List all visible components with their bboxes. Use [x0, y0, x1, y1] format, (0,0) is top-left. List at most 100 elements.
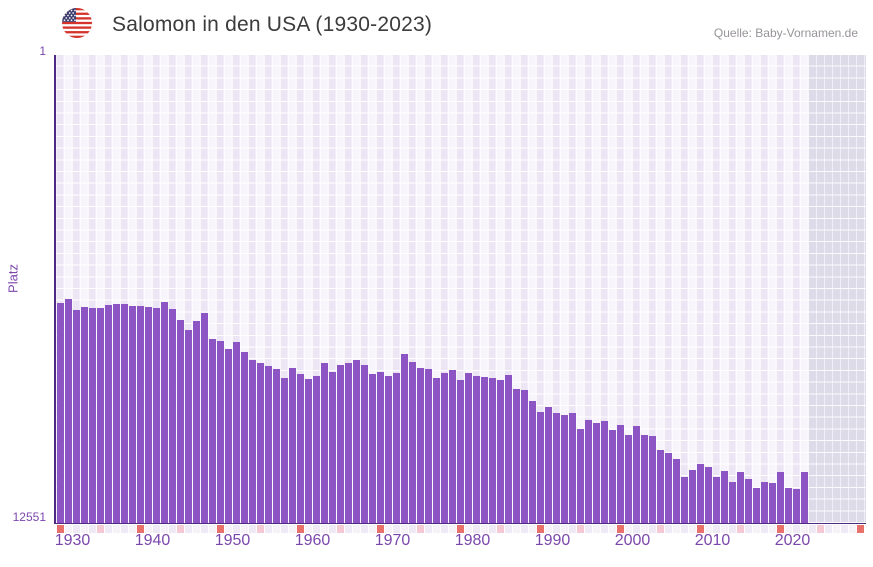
- bar-1934[interactable]: [88, 307, 96, 523]
- bar-1932[interactable]: [72, 310, 80, 523]
- bar-2006[interactable]: [664, 453, 672, 523]
- bar-1984[interactable]: [488, 377, 496, 523]
- bar-2007[interactable]: [672, 459, 680, 523]
- bar-1951[interactable]: [224, 349, 232, 523]
- bar-1969[interactable]: [368, 374, 376, 523]
- bar-1957[interactable]: [272, 369, 280, 523]
- bar-1991[interactable]: [544, 406, 552, 523]
- bar-1937[interactable]: [112, 304, 120, 523]
- bar-1974[interactable]: [408, 361, 416, 523]
- bar-1949[interactable]: [208, 339, 216, 523]
- bar-1952[interactable]: [232, 342, 240, 523]
- bar-1942[interactable]: [152, 307, 160, 523]
- bar-1936[interactable]: [104, 305, 112, 523]
- strip-cell-1977: [432, 524, 440, 533]
- bar-1956[interactable]: [264, 366, 272, 523]
- bar-1983[interactable]: [480, 376, 488, 523]
- bar-1950[interactable]: [216, 341, 224, 523]
- bar-1961[interactable]: [304, 379, 312, 523]
- bar-1979[interactable]: [448, 370, 456, 523]
- bar-2014[interactable]: [728, 482, 736, 523]
- bar-1947[interactable]: [192, 320, 200, 523]
- strip-cell-2014: [728, 524, 736, 533]
- bar-2010[interactable]: [696, 464, 704, 523]
- strip-cell-1931: [64, 524, 72, 533]
- bar-1987[interactable]: [512, 389, 520, 523]
- bar-1945[interactable]: [176, 320, 184, 523]
- bar-1982[interactable]: [472, 376, 480, 523]
- bar-1990[interactable]: [536, 411, 544, 523]
- bar-2011[interactable]: [704, 467, 712, 523]
- bar-1963[interactable]: [320, 363, 328, 523]
- bar-1994[interactable]: [568, 412, 576, 523]
- bar-2005[interactable]: [656, 450, 664, 523]
- bar-2022[interactable]: [792, 489, 800, 523]
- bar-1976[interactable]: [424, 369, 432, 523]
- bar-1953[interactable]: [240, 352, 248, 523]
- bar-1975[interactable]: [416, 367, 424, 523]
- bar-1989[interactable]: [528, 401, 536, 523]
- strip-cell-1943: [160, 524, 168, 533]
- x-tick-1940: 1940: [134, 532, 171, 549]
- bar-1935[interactable]: [96, 308, 104, 523]
- bar-1960[interactable]: [296, 374, 304, 523]
- bar-1970[interactable]: [376, 371, 384, 523]
- bar-1941[interactable]: [144, 306, 152, 523]
- bar-1940[interactable]: [136, 306, 144, 523]
- bar-1998[interactable]: [600, 421, 608, 523]
- bar-2004[interactable]: [648, 436, 656, 523]
- bar-1968[interactable]: [360, 365, 368, 523]
- bar-1973[interactable]: [400, 354, 408, 523]
- bar-2002[interactable]: [632, 426, 640, 523]
- bar-1965[interactable]: [336, 365, 344, 523]
- bar-1985[interactable]: [496, 380, 504, 523]
- bar-2019[interactable]: [768, 483, 776, 523]
- bar-1948[interactable]: [200, 312, 208, 523]
- bar-1977[interactable]: [432, 377, 440, 523]
- bar-1996[interactable]: [584, 420, 592, 523]
- bar-1967[interactable]: [352, 360, 360, 523]
- bar-1972[interactable]: [392, 373, 400, 523]
- bar-1964[interactable]: [328, 372, 336, 523]
- bar-2008[interactable]: [680, 477, 688, 523]
- bar-1966[interactable]: [344, 362, 352, 523]
- bar-1986[interactable]: [504, 375, 512, 523]
- strip-cell-1960: [296, 524, 304, 533]
- bar-2009[interactable]: [688, 470, 696, 523]
- bar-1999[interactable]: [608, 430, 616, 523]
- bar-1971[interactable]: [384, 376, 392, 523]
- bar-1992[interactable]: [552, 412, 560, 523]
- bar-2017[interactable]: [752, 488, 760, 523]
- bar-2020[interactable]: [776, 472, 784, 523]
- bar-2016[interactable]: [744, 479, 752, 523]
- bar-1988[interactable]: [520, 390, 528, 523]
- bar-2021[interactable]: [784, 488, 792, 523]
- bar-2012[interactable]: [712, 477, 720, 523]
- bar-1930[interactable]: [56, 302, 64, 523]
- bar-1997[interactable]: [592, 422, 600, 523]
- bar-1955[interactable]: [256, 363, 264, 523]
- bar-1980[interactable]: [456, 380, 464, 523]
- bar-2023[interactable]: [800, 472, 808, 523]
- bar-1978[interactable]: [440, 372, 448, 523]
- bar-2003[interactable]: [640, 435, 648, 523]
- bar-1943[interactable]: [160, 301, 168, 523]
- bar-1993[interactable]: [560, 415, 568, 523]
- bar-1958[interactable]: [280, 378, 288, 523]
- bar-2001[interactable]: [624, 435, 632, 523]
- bar-1954[interactable]: [248, 360, 256, 523]
- bar-1962[interactable]: [312, 376, 320, 523]
- bar-2018[interactable]: [760, 482, 768, 523]
- bar-1933[interactable]: [80, 306, 88, 523]
- bar-2013[interactable]: [720, 471, 728, 523]
- bar-1931[interactable]: [64, 299, 72, 523]
- bar-2000[interactable]: [616, 424, 624, 523]
- bar-1995[interactable]: [576, 429, 584, 523]
- bar-1946[interactable]: [184, 330, 192, 523]
- bar-1959[interactable]: [288, 368, 296, 523]
- bar-1944[interactable]: [168, 309, 176, 523]
- bar-2015[interactable]: [736, 472, 744, 523]
- bar-1938[interactable]: [120, 304, 128, 523]
- bar-1981[interactable]: [464, 372, 472, 523]
- bar-1939[interactable]: [128, 305, 136, 523]
